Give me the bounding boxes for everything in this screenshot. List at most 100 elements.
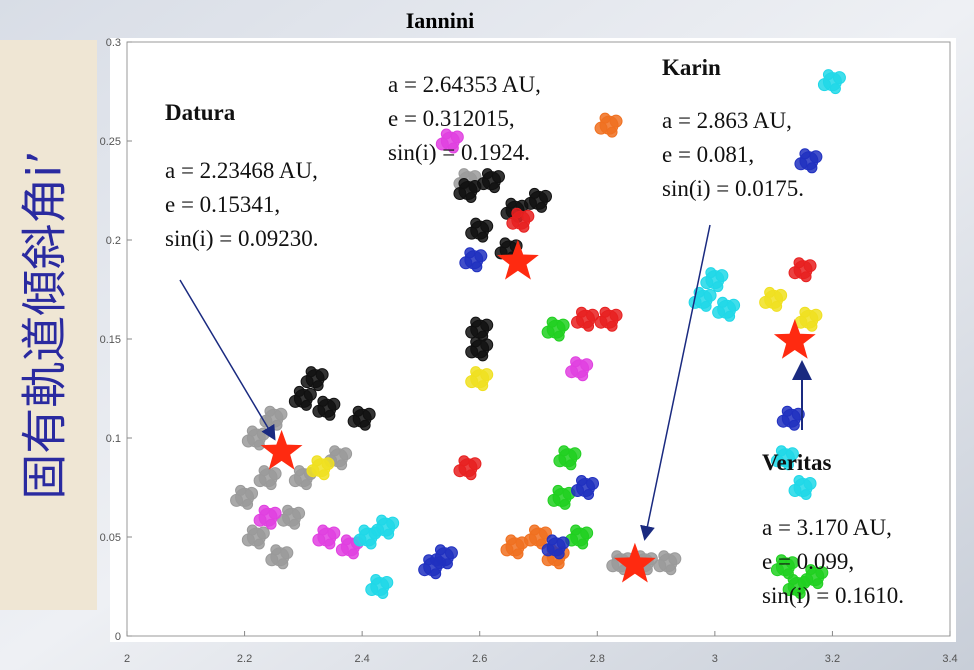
point-halo xyxy=(450,130,464,144)
point-halo xyxy=(288,474,302,488)
cluster xyxy=(594,112,623,138)
cluster xyxy=(565,524,594,550)
point-halo xyxy=(665,564,677,576)
cluster xyxy=(465,366,494,392)
point-halo xyxy=(553,330,565,342)
point-halo xyxy=(324,409,336,421)
point-halo xyxy=(317,524,329,536)
point-halo xyxy=(594,121,608,135)
cluster xyxy=(759,286,788,312)
point-halo xyxy=(347,548,359,560)
point-halo xyxy=(292,506,306,520)
point-halo xyxy=(241,533,255,547)
point-halo xyxy=(339,447,353,461)
point-halo xyxy=(805,564,817,576)
point-halo xyxy=(289,518,301,530)
cluster xyxy=(500,534,529,560)
cluster xyxy=(541,316,570,342)
y-label-box xyxy=(0,40,97,610)
point-halo xyxy=(799,148,811,160)
point-halo xyxy=(512,548,524,560)
cluster xyxy=(312,524,341,550)
point-halo xyxy=(576,306,588,318)
point-halo xyxy=(546,316,558,328)
point-halo xyxy=(580,358,594,372)
point-halo xyxy=(353,533,367,547)
annotation-title: Veritas xyxy=(762,450,831,475)
cluster xyxy=(253,465,282,491)
annotation-line: e = 0.099, xyxy=(762,549,854,574)
point-halo xyxy=(606,126,618,138)
point-halo xyxy=(794,157,808,171)
point-halo xyxy=(553,548,565,560)
point-halo xyxy=(453,187,467,200)
point-halo xyxy=(265,479,277,491)
cluster xyxy=(565,356,594,382)
annotation-line: sin(i) = 0.1610. xyxy=(762,583,904,608)
point-halo xyxy=(359,419,371,431)
point-halo xyxy=(300,479,312,491)
arrow xyxy=(179,279,276,441)
cluster xyxy=(365,574,394,599)
cluster xyxy=(524,187,552,213)
y-tick-label: 0 xyxy=(115,631,121,643)
point-halo xyxy=(305,366,317,378)
point-halo xyxy=(300,375,314,389)
point-halo xyxy=(815,566,829,580)
point-halo xyxy=(793,257,805,269)
point-halo xyxy=(377,588,389,599)
point-halo xyxy=(303,387,317,401)
point-halo xyxy=(246,425,258,437)
cluster xyxy=(435,128,464,154)
annotation-line: a = 3.170 AU, xyxy=(762,515,892,540)
point-halo xyxy=(312,380,324,392)
annotation-title: Karin xyxy=(662,55,721,80)
point-halo xyxy=(458,168,470,180)
point-halo xyxy=(775,554,787,566)
point-halo xyxy=(832,71,846,85)
point-halo xyxy=(335,543,349,557)
point-halo xyxy=(499,237,511,249)
cluster xyxy=(312,395,341,421)
point-halo xyxy=(477,350,489,362)
point-halo xyxy=(458,178,470,189)
point-halo xyxy=(565,365,579,379)
family-star xyxy=(773,319,816,359)
y-tick-label: 0.05 xyxy=(100,532,121,544)
family-star xyxy=(260,429,303,470)
x-tick-label: 2.4 xyxy=(354,653,369,665)
cluster xyxy=(277,504,306,530)
cluster xyxy=(547,484,576,510)
point-halo xyxy=(511,207,523,219)
annotation-line: e = 0.312015, xyxy=(388,106,515,131)
point-halo xyxy=(481,168,493,180)
point-halo xyxy=(465,469,477,481)
marks: 2 2.2 2.4 2.6 2.8 3 3.2 3.4 0 0.05 0.1 0.15 0.2 0.25 0… xyxy=(100,37,958,665)
point-halo xyxy=(476,177,490,191)
x-tick-label: 2 xyxy=(124,653,130,665)
x-tick-label: 3 xyxy=(712,653,718,665)
point-halo xyxy=(274,407,288,421)
point-halo xyxy=(435,137,449,151)
point-halo xyxy=(553,558,565,570)
cluster xyxy=(506,207,535,233)
point-halo xyxy=(321,457,335,471)
point-halo xyxy=(812,578,824,590)
point-halo xyxy=(423,554,435,566)
point-halo xyxy=(459,256,473,270)
point-halo xyxy=(327,397,341,411)
point-halo xyxy=(253,513,267,527)
point-halo xyxy=(268,506,282,520)
point-halo xyxy=(653,559,667,573)
point-halo xyxy=(253,439,265,451)
point-halo xyxy=(609,114,623,128)
point-halo xyxy=(376,514,388,526)
point-halo xyxy=(782,583,796,596)
point-halo xyxy=(471,261,483,273)
point-halo xyxy=(506,216,520,230)
point-halo xyxy=(264,405,276,417)
point-halo xyxy=(570,524,582,536)
point-halo xyxy=(785,447,799,461)
point-halo xyxy=(586,308,600,322)
